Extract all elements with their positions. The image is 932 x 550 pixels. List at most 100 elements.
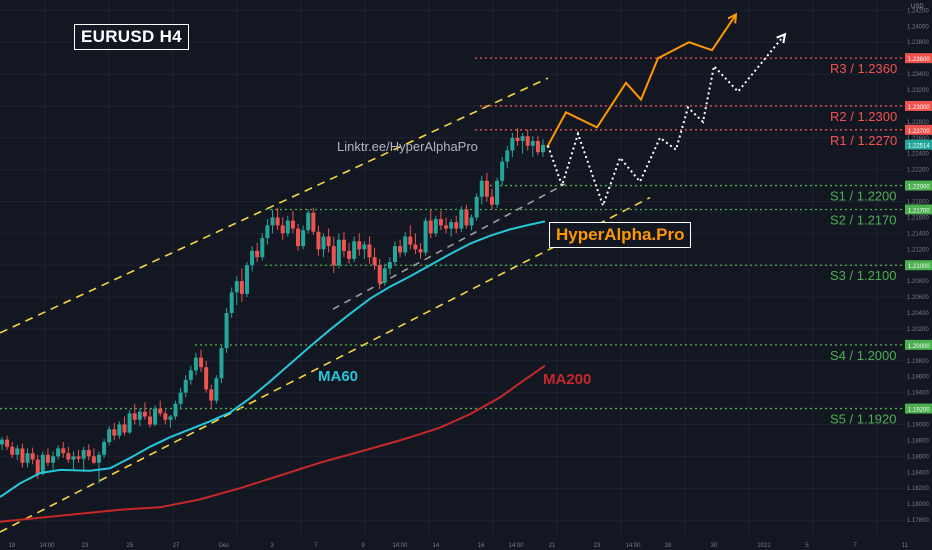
time-axis-bg — [0, 536, 932, 550]
candle-body — [168, 416, 173, 420]
candle-body — [489, 196, 494, 205]
candle-body — [541, 144, 545, 153]
candle-body — [326, 236, 331, 247]
candle-body — [535, 140, 540, 153]
chart-title: EURUSD H4 — [74, 24, 189, 50]
candle-body — [331, 246, 336, 266]
level-label-r2: R2 / 1.2300 — [830, 109, 897, 124]
candle-body — [15, 448, 20, 455]
level-tag-text-r1: 1.22700 — [908, 129, 930, 135]
price-tick-label: 1.19600 — [907, 375, 929, 381]
candle-body — [142, 411, 147, 417]
candle-body — [35, 459, 40, 474]
candle-body — [505, 150, 510, 162]
candle-body — [464, 209, 469, 226]
price-tick-label: 1.18600 — [907, 454, 929, 460]
candle-body — [10, 446, 15, 455]
candle-body — [204, 367, 209, 390]
time-tick-label: 5 — [805, 543, 809, 549]
price-axis-bg — [905, 0, 932, 550]
ma200-label: MA200 — [543, 371, 592, 388]
candle-body — [81, 449, 86, 459]
level-label-s2: S2 / 1.2170 — [830, 212, 897, 227]
candle-body — [40, 454, 45, 474]
time-tick-label: 27 — [173, 543, 180, 549]
price-tick-label: 1.18800 — [907, 438, 929, 444]
bullish-projection-line — [546, 13, 737, 148]
level-tag-s3 — [905, 260, 932, 271]
last-price-text: 1.22514 — [908, 144, 930, 150]
candle-body — [357, 241, 362, 250]
time-tick-label: 7 — [314, 543, 318, 549]
candle-body — [275, 217, 280, 226]
price-tick-label: 1.22400 — [907, 152, 929, 158]
time-tick-label: 23 — [82, 543, 89, 549]
candle-body — [459, 209, 464, 229]
candle-body — [525, 136, 530, 146]
candle-body — [438, 219, 443, 226]
level-label-r3: R3 / 1.2360 — [830, 61, 897, 76]
candle-body — [290, 220, 295, 229]
level-label-s4: S4 / 1.2000 — [830, 348, 897, 363]
candle-body — [250, 250, 255, 266]
level-tag-r1 — [905, 124, 932, 135]
candle-body — [91, 456, 96, 463]
time-tick-label: Dec — [219, 543, 230, 549]
candle-body — [173, 403, 178, 417]
candle-body — [5, 439, 10, 447]
candle-body — [214, 378, 219, 401]
level-label-r1: R1 / 1.2270 — [830, 133, 897, 148]
candle-body — [153, 408, 158, 425]
time-tick-label: 14 — [433, 543, 440, 549]
price-tick-label: 1.19000 — [907, 423, 929, 429]
candle-body — [321, 236, 326, 250]
price-tick-label: 1.18000 — [907, 502, 929, 508]
price-tick-label: 1.20600 — [907, 295, 929, 301]
level-tag-text-s1: 1.22000 — [908, 185, 930, 191]
price-tick-label: 1.22800 — [907, 120, 929, 126]
level-tag-s1 — [905, 180, 932, 191]
currency-label: USD — [911, 4, 924, 10]
candle-body — [199, 357, 204, 368]
time-tick-label: 9 — [361, 543, 365, 549]
price-tick-label: 1.20400 — [907, 311, 929, 317]
candle-body — [347, 250, 352, 259]
candle-body — [107, 429, 112, 443]
candle-body — [148, 416, 153, 425]
candle-body — [224, 313, 229, 349]
candle-body — [362, 244, 367, 250]
candle-body — [270, 217, 275, 226]
candle-body — [188, 370, 193, 380]
candle-body — [219, 348, 224, 379]
level-label-s1: S1 / 1.2200 — [830, 189, 897, 204]
candle-body — [0, 439, 4, 445]
price-tick-label: 1.20800 — [907, 279, 929, 285]
time-axis[interactable]: 18 14:00 23 25 27 Dec 3 7 9 14:00 14 16 14:00 21 23 14:… — [0, 536, 932, 550]
candle-body — [137, 411, 142, 420]
time-tick-label: 3 — [270, 543, 274, 549]
candle-body — [403, 236, 408, 253]
price-tick-label: 1.21200 — [907, 247, 929, 253]
alternate-projection-line — [547, 33, 786, 209]
candle-body — [76, 456, 81, 459]
time-tick-label: 28 — [665, 543, 672, 549]
brand-label: HyperAlpha.Pro — [549, 222, 692, 248]
candle-body — [51, 456, 56, 463]
level-tag-text-s3: 1.21000 — [908, 264, 930, 270]
time-tick-label: 14:00 — [508, 543, 524, 549]
candle-body — [122, 424, 127, 433]
time-tick-label: 7 — [853, 543, 857, 549]
watermark-link[interactable]: Linktr.ee/HyperAlphaPro — [337, 139, 478, 154]
candle-body — [408, 236, 413, 245]
price-axis[interactable]: 1.17800 1.18000 1.18200 1.18400 1.18600 1.188… — [905, 0, 932, 550]
price-tick-label: 1.23200 — [907, 88, 929, 94]
candle-body — [341, 239, 346, 251]
price-tick-label: 1.23400 — [907, 72, 929, 78]
candle-body — [500, 161, 505, 181]
time-tick-label: 14:00 — [625, 543, 641, 549]
level-tag-text-r2: 1.23000 — [908, 105, 930, 111]
level-label-s5: S5 / 1.1920 — [830, 412, 897, 427]
level-tag-text-s5: 1.19200 — [908, 408, 930, 414]
time-tick-label: 14:00 — [39, 543, 55, 549]
